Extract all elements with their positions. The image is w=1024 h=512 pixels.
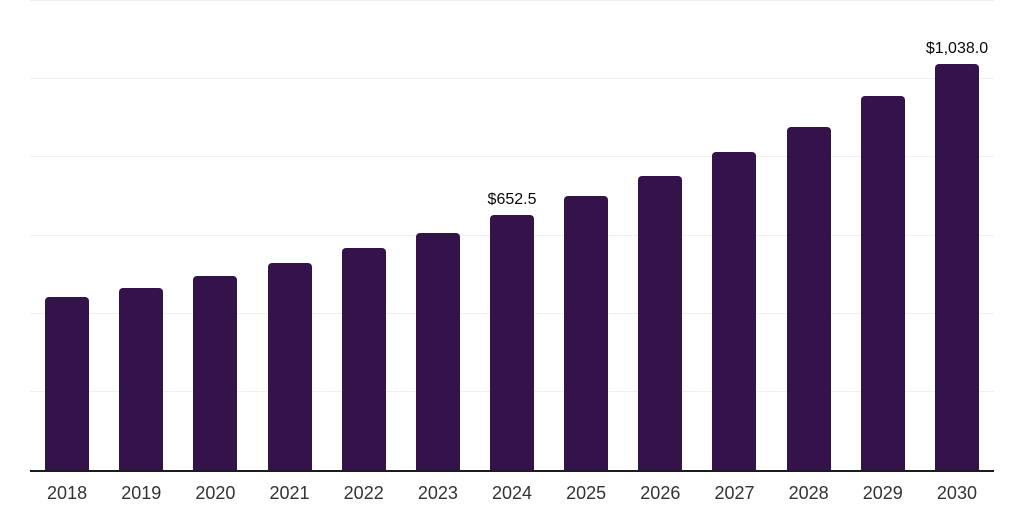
bar-2018 — [45, 297, 90, 470]
bar-slot-2027 — [697, 1, 771, 470]
bar-2026 — [638, 175, 683, 470]
x-tick-label-2026: 2026 — [640, 483, 681, 503]
bar-2027 — [712, 151, 757, 470]
bar-2025 — [564, 196, 609, 470]
x-tick-label-2020: 2020 — [195, 483, 236, 503]
bar-2023 — [415, 232, 460, 470]
bar-2020 — [193, 276, 238, 470]
x-tick-label-2018: 2018 — [47, 483, 88, 503]
gridline — [30, 0, 994, 1]
bar-2028 — [786, 126, 831, 470]
bar-slot-2018 — [30, 1, 104, 470]
gridline — [30, 78, 994, 80]
x-tick-label-2019: 2019 — [121, 483, 162, 503]
x-axis-line — [30, 470, 994, 472]
x-tick-label-2024: 2024 — [491, 483, 533, 503]
x-tick-label-2023: 2023 — [417, 483, 458, 503]
gridline — [30, 156, 994, 158]
bar-slot-2023 — [401, 1, 475, 470]
bar-2024 — [490, 214, 535, 470]
bar-slot-2020 — [178, 1, 252, 470]
x-tick-label-2021: 2021 — [269, 483, 310, 503]
bar-slot-2029 — [846, 1, 920, 470]
bar-slot-2025 — [549, 1, 623, 470]
x-tick-label-2022: 2022 — [343, 483, 384, 503]
bar-2030 — [934, 64, 979, 470]
bar-2029 — [860, 95, 905, 470]
bar-slot-2024: $652.5 — [475, 1, 549, 470]
x-tick-label-2025: 2025 — [566, 483, 607, 503]
bar-slot-2026 — [623, 1, 697, 470]
bar-slot-2028 — [772, 1, 846, 470]
x-tick-label-2030: 2030 — [936, 483, 977, 503]
x-tick-label-2028: 2028 — [788, 483, 829, 503]
bar-slot-2030: $1,038.0 — [920, 1, 994, 470]
x-tick-label-2029: 2029 — [862, 483, 903, 503]
x-tick-label-2027: 2027 — [714, 483, 755, 503]
bar-slot-2019 — [104, 1, 178, 470]
bar-value-label-2030: $1,038.0 — [925, 40, 989, 58]
bar-value-label-2024: $652.5 — [487, 190, 537, 208]
bars-container: $652.5 $1,038.0 — [30, 1, 994, 470]
bar-2022 — [341, 248, 386, 470]
plot-area: $652.5 $1,038.0 — [30, 0, 994, 470]
bar-slot-2022 — [327, 1, 401, 470]
x-axis-labels: 2018 2019 2020 2021 2022 2023 2024 2025 2026 2027… — [30, 483, 994, 503]
bar-slot-2021 — [252, 1, 326, 470]
bar-2021 — [267, 263, 312, 470]
bar-2019 — [119, 287, 164, 470]
